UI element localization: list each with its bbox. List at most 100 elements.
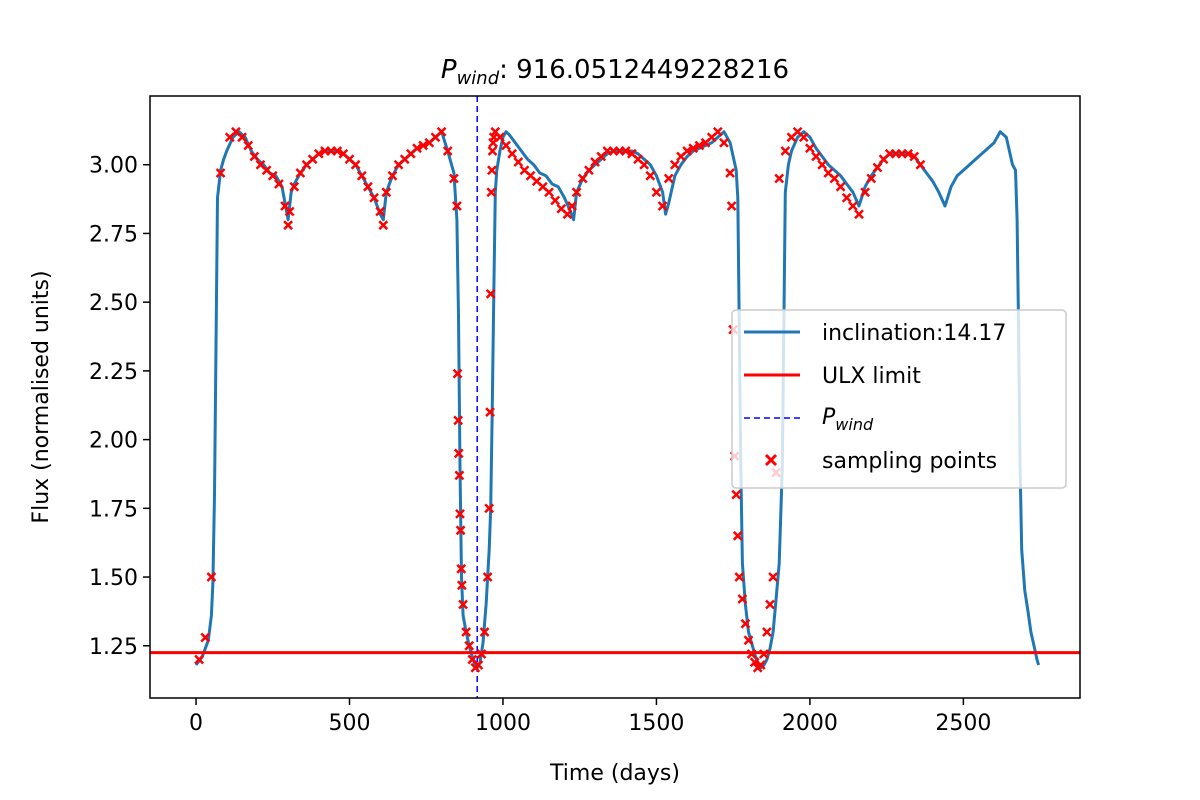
sampling-point (332, 146, 343, 156)
sampling-point (486, 187, 497, 198)
sampling-point (835, 181, 846, 192)
sampling-point (513, 157, 524, 167)
chart-title: Pwind: 916.0512449228216 (441, 55, 789, 89)
sampling-point (464, 640, 475, 651)
sampling-point (455, 525, 466, 536)
y-tick-label: 1.50 (89, 566, 138, 591)
sampling-point (473, 660, 484, 670)
sampling-point (663, 173, 674, 184)
sampling-point (453, 448, 464, 459)
sampling-point (350, 159, 361, 170)
y-axis-ticks: 1.25 1.50 1.75 2.00 2.25 2.50 2.75 3.00 (89, 154, 150, 660)
sampling-point (501, 140, 511, 151)
sampling-point (682, 146, 693, 156)
sampling-point (412, 143, 422, 154)
sampling-point (453, 415, 464, 426)
sampling-point (915, 159, 926, 170)
sampling-point (356, 170, 367, 181)
sampling-point (731, 489, 742, 500)
sampling-point (456, 580, 467, 591)
sampling-point (484, 503, 495, 514)
sampling-point (418, 140, 429, 151)
sampling-point (765, 599, 775, 610)
sampling-point (495, 132, 505, 143)
sampling-point (872, 162, 883, 173)
sampling-point (669, 159, 680, 170)
legend-label-p-wind-sub: wind (835, 415, 874, 434)
sampling-point (719, 137, 729, 148)
legend-label-p-wind-main: P (822, 405, 836, 430)
sampling-point (274, 179, 284, 189)
sampling-point (455, 508, 465, 519)
sampling-point (378, 220, 389, 231)
y-tick-label: 2.25 (89, 360, 138, 385)
x-tick-label: 500 (329, 711, 371, 736)
sampling-point (651, 187, 662, 198)
sampling-point (442, 146, 453, 156)
sampling-point (768, 572, 778, 582)
sampling-point (461, 627, 472, 637)
sampling-point (774, 173, 785, 184)
sampling-point (847, 201, 858, 211)
sampling-point (289, 181, 300, 192)
sampling-point (544, 187, 554, 198)
legend-swatch-sampling-points (764, 453, 778, 467)
sampling-point (550, 195, 561, 206)
sampling-point (740, 618, 751, 629)
sampling-point (507, 148, 518, 159)
sampling-point (215, 168, 226, 178)
sampling-point (562, 209, 573, 220)
series-layer (150, 96, 1080, 698)
sampling-point (482, 572, 493, 582)
x-axis-label: Time (days) (549, 761, 680, 786)
sampling-point (805, 143, 815, 154)
sampling-point (375, 206, 386, 217)
sampling-point (267, 170, 278, 181)
sampling-point (487, 146, 498, 156)
sampling-point (726, 201, 737, 211)
sampling-point (688, 143, 699, 154)
legend: inclination:14.17 ULX limit Pwind sampli… (731, 309, 1067, 489)
chart-title-sub: wind (457, 68, 500, 89)
sampling-point (485, 407, 495, 418)
sampling-point (237, 132, 247, 143)
y-tick-label: 1.25 (89, 635, 138, 660)
sampling-point (737, 594, 748, 604)
chart-title-value: : 916.0512449228216 (499, 55, 789, 85)
sampling-point (866, 173, 877, 184)
sampling-point (657, 201, 668, 211)
sampling-point (206, 572, 217, 582)
sampling-point (295, 168, 306, 178)
sampling-point (829, 173, 840, 184)
sampling-point (746, 649, 757, 659)
sampling-point (758, 649, 769, 659)
sampling-point (243, 140, 254, 151)
sampling-point (283, 220, 294, 231)
sampling-point (485, 289, 496, 299)
chart-title-main: P (441, 55, 457, 85)
legend-label-ulx-limit: ULX limit (822, 364, 921, 389)
sampling-point (567, 201, 577, 211)
sampling-point (436, 126, 447, 137)
x-tick-label: 1000 (475, 711, 531, 736)
sampling-point (743, 635, 754, 646)
legend-label-p-wind: Pwind (822, 405, 874, 434)
sampling-point (645, 170, 656, 181)
sampling-point (694, 140, 705, 151)
sampling-point (458, 599, 468, 610)
sampling-point (749, 657, 760, 668)
sampling-point (854, 209, 864, 220)
sampling-point (454, 470, 465, 481)
sampling-point (780, 146, 791, 156)
sampling-point (369, 192, 379, 203)
sampling-point (811, 151, 821, 162)
x-tick-label: 0 (189, 711, 203, 736)
x-tick-label: 2000 (782, 711, 838, 736)
sampling-point (194, 654, 204, 665)
sampling-point (620, 146, 631, 156)
sampling-point (584, 165, 594, 176)
sampling-point (249, 151, 260, 162)
sampling-point (732, 530, 743, 541)
sampling-point (725, 168, 735, 178)
x-axis-ticks: 0 500 1000 1500 2000 2500 (189, 698, 991, 736)
